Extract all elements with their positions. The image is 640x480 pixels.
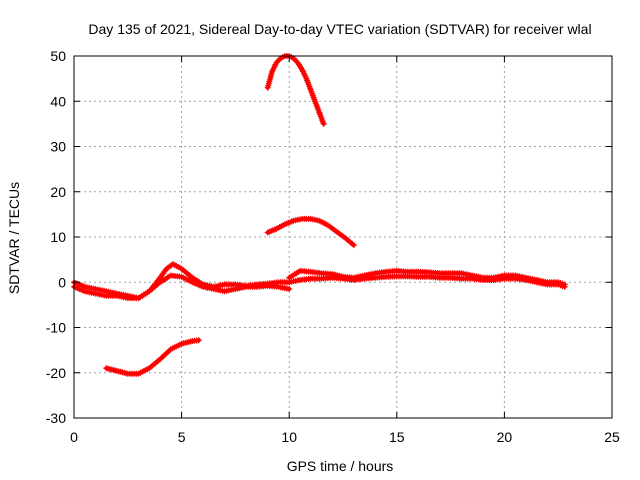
- x-tick-label: 0: [70, 429, 78, 445]
- x-axis-label: GPS time / hours: [287, 458, 394, 474]
- x-tick-label: 20: [497, 429, 513, 445]
- series-arc-low: [103, 337, 202, 377]
- y-tick-label: 30: [50, 139, 66, 155]
- data-point: [195, 337, 202, 344]
- y-tick-label: 10: [50, 229, 66, 245]
- y-tick-label: -30: [46, 410, 66, 426]
- x-tick-label: 15: [389, 429, 405, 445]
- y-axis-label: SDTVAR / TECUs: [6, 182, 22, 294]
- series-layer: [71, 53, 568, 377]
- x-tick-label: 25: [604, 429, 620, 445]
- x-tick-label: 10: [281, 429, 297, 445]
- chart-title: Day 135 of 2021, Sidereal Day-to-day VTE…: [88, 21, 591, 37]
- y-tick-label: -20: [46, 365, 66, 381]
- y-tick-label: 50: [50, 48, 66, 64]
- data-point: [320, 120, 327, 127]
- series-arc-mid: [264, 215, 357, 249]
- data-point: [561, 283, 568, 290]
- series-band-b: [71, 272, 293, 302]
- tick-layer: 0 5 10 15 20 25 -30 -20 -10 0 10 20 30 40 50: [46, 48, 620, 445]
- y-tick-label: -10: [46, 320, 66, 336]
- series-arc-high: [264, 53, 327, 127]
- data-point: [350, 242, 357, 249]
- series-band-d: [286, 273, 568, 290]
- grid: [74, 56, 612, 418]
- data-point: [286, 286, 293, 292]
- y-tick-label: 20: [50, 184, 66, 200]
- y-tick-label: 40: [50, 93, 66, 109]
- x-tick-label: 5: [178, 429, 186, 445]
- y-tick-label: 0: [58, 274, 66, 290]
